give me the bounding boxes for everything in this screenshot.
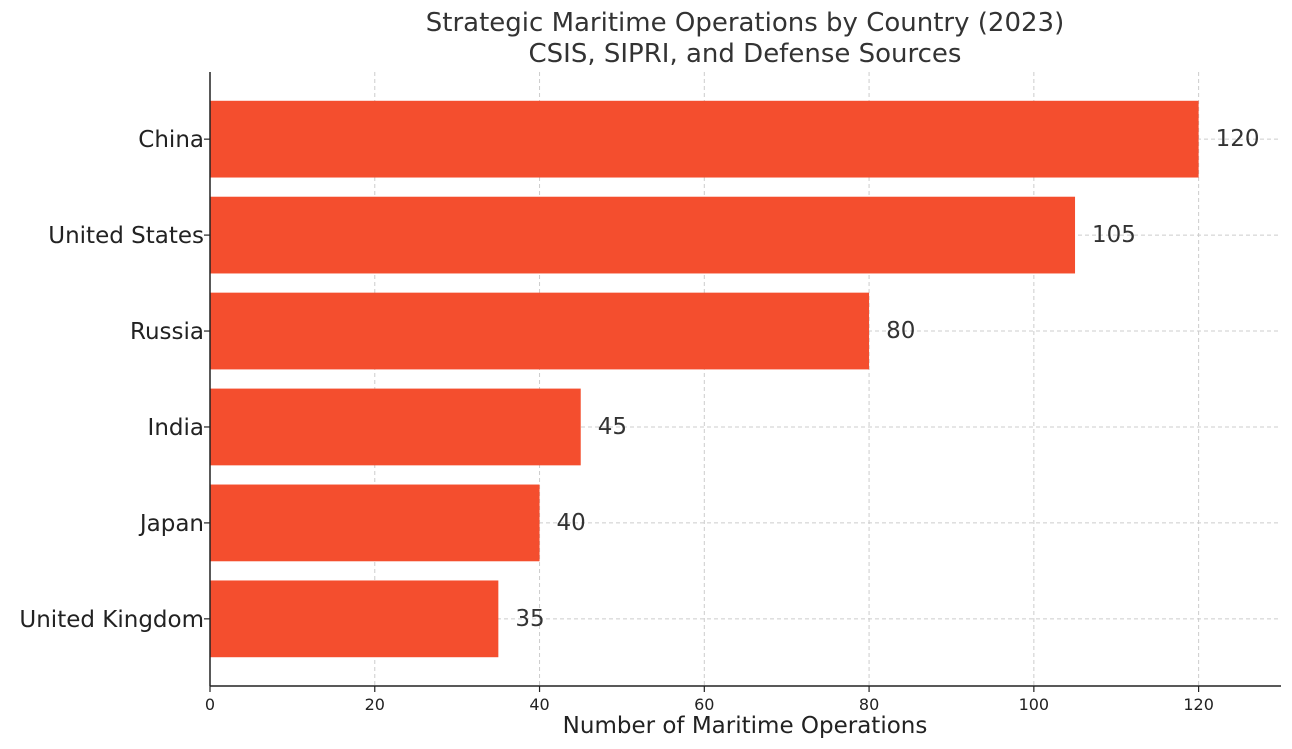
bars-layer [210,100,1199,658]
axes-layer [209,72,1281,687]
bar [210,580,499,658]
x-tick-label: 120 [1183,695,1214,714]
bar [210,484,540,562]
bar [210,100,1199,178]
x-tick-label: 60 [694,695,714,714]
category-label: Russia [130,319,204,345]
chart-title: Strategic Maritime Operations by Country… [426,8,1064,38]
category-label: United Kingdom [19,607,204,633]
x-tick-label: 40 [529,695,549,714]
x-tick-label: 20 [365,695,385,714]
ticks-layer: 0 20 40 60 80 100 120 [204,138,1214,714]
chart-subtitle: CSIS, SIPRI, and Defense Sources [529,39,962,69]
bar [210,292,870,370]
chart-title-group: Strategic Maritime Operations by Country… [426,8,1064,69]
bar-value-label: 120 [1216,126,1260,152]
x-tick-label: 0 [205,695,215,714]
labels-layer: China 120 United States 105 Russia 80 India 45 J… [19,126,1259,633]
x-tick-label: 80 [859,695,879,714]
bar [210,196,1076,274]
bar-value-label: 35 [515,606,544,632]
category-label: Japan [138,511,204,537]
bar-value-label: 80 [886,318,915,344]
bar-value-label: 40 [557,510,586,536]
category-label: India [148,415,204,441]
bar-value-label: 45 [598,414,627,440]
x-axis-label: Number of Maritime Operations [563,713,928,739]
category-label: China [138,127,204,153]
category-label: United States [48,223,204,249]
bar-value-label: 105 [1092,222,1136,248]
x-tick-label: 100 [1019,695,1050,714]
bar [210,388,581,466]
